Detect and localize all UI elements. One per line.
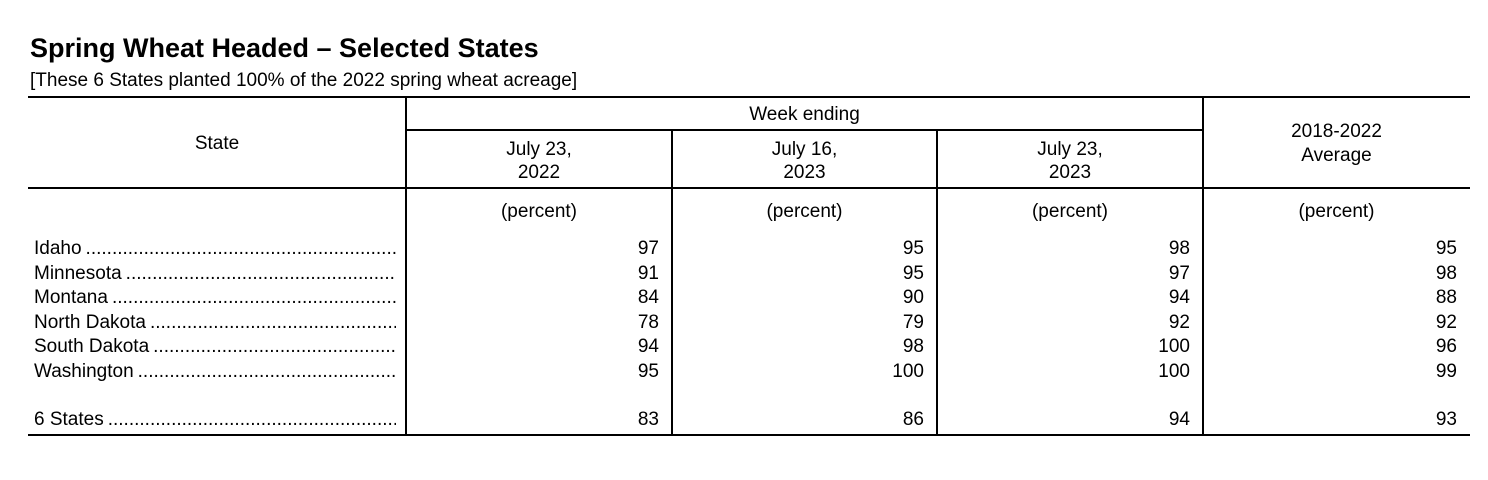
- table-cell-value: 95: [1435, 238, 1457, 259]
- table-cell-value: 96: [1435, 336, 1457, 357]
- week-ending-header: Week ending: [749, 104, 860, 125]
- unit-label: (percent): [1298, 201, 1375, 222]
- column-divider: [1202, 96, 1204, 436]
- column-header-year: 2022: [517, 162, 561, 183]
- table-cell-value: 100: [1158, 336, 1190, 357]
- state-label-row: 6 States................................…: [34, 408, 396, 432]
- table-cell-value: 93: [1435, 409, 1457, 430]
- table-cell-value: 83: [637, 409, 659, 430]
- state-name: Minnesota: [34, 262, 122, 284]
- state-name: 6 States: [34, 409, 104, 430]
- state-column-header: State: [194, 133, 240, 154]
- table-cell-value: 92: [1168, 311, 1190, 333]
- table-cell-value: 97: [1168, 262, 1190, 284]
- state-label-row: Minnesota...............................…: [34, 262, 396, 286]
- column-header-year: 2023: [1048, 162, 1092, 183]
- header-bottom-rule: [28, 187, 1470, 189]
- table-cell-value: 88: [1435, 287, 1457, 308]
- unit-label: (percent): [1031, 201, 1109, 222]
- state-name: South Dakota: [34, 336, 150, 357]
- dot-leader: ........................................…: [149, 311, 396, 333]
- table-cell-value: 94: [637, 336, 659, 357]
- table-cell-value: 86: [902, 409, 924, 430]
- dot-leader: ........................................…: [111, 287, 396, 308]
- dot-leader: ........................................…: [107, 409, 396, 430]
- state-label-row: North Dakota............................…: [34, 311, 396, 335]
- table-cell-value: 98: [1168, 238, 1190, 259]
- state-label-row: Montana.................................…: [34, 286, 396, 310]
- state-label-row: Idaho...................................…: [34, 237, 396, 261]
- column-header-year: 2023: [783, 162, 826, 183]
- state-name: North Dakota: [34, 311, 146, 333]
- average-column-header: Average: [1301, 145, 1372, 166]
- table-cell-value: 84: [637, 287, 659, 308]
- table-cell-value: 98: [1435, 262, 1457, 284]
- table-cell-value: 98: [902, 336, 924, 357]
- table-cell-value: 94: [1168, 409, 1190, 430]
- state-name: Washington: [34, 360, 134, 382]
- column-divider: [936, 129, 938, 436]
- dot-leader: ........................................…: [125, 262, 396, 284]
- group-header-rule: [406, 129, 1203, 131]
- dot-leader: ........................................…: [137, 360, 396, 382]
- table-cell-value: 78: [637, 311, 659, 333]
- unit-label: (percent): [500, 201, 578, 222]
- column-divider: [671, 129, 673, 436]
- state-label-row: Washington..............................…: [34, 360, 396, 384]
- column-header-date: July 23,: [506, 139, 572, 160]
- dot-leader: ........................................…: [85, 238, 396, 259]
- state-label-row: South Dakota............................…: [34, 335, 396, 359]
- state-name: Idaho: [34, 238, 82, 259]
- table-cell-value: 95: [637, 360, 659, 382]
- table-bottom-rule: [28, 434, 1470, 436]
- table-cell-value: 100: [892, 360, 924, 382]
- table-cell-value: 97: [637, 238, 659, 259]
- column-header-date: July 23,: [1037, 139, 1103, 160]
- unit-label: (percent): [766, 201, 843, 222]
- table-cell-value: 92: [1435, 311, 1457, 333]
- average-column-header: 2018-2022: [1291, 121, 1382, 142]
- table-cell-value: 95: [902, 262, 924, 284]
- column-divider: [405, 96, 407, 436]
- table-cell-value: 95: [902, 238, 924, 259]
- page-subtitle: [These 6 States planted 100% of the 2022…: [30, 70, 578, 91]
- table-top-rule: [28, 96, 1470, 98]
- dot-leader: ........................................…: [153, 336, 396, 357]
- table-cell-value: 91: [637, 262, 659, 284]
- table-cell-value: 94: [1168, 287, 1190, 308]
- table-cell-value: 79: [902, 311, 924, 333]
- column-header-date: July 16,: [771, 139, 838, 160]
- state-name: Montana: [34, 287, 108, 308]
- table-cell-value: 100: [1158, 360, 1190, 382]
- table-cell-value: 99: [1435, 360, 1457, 382]
- page-title: Spring Wheat Headed – Selected States: [30, 33, 539, 63]
- table-cell-value: 90: [902, 287, 924, 308]
